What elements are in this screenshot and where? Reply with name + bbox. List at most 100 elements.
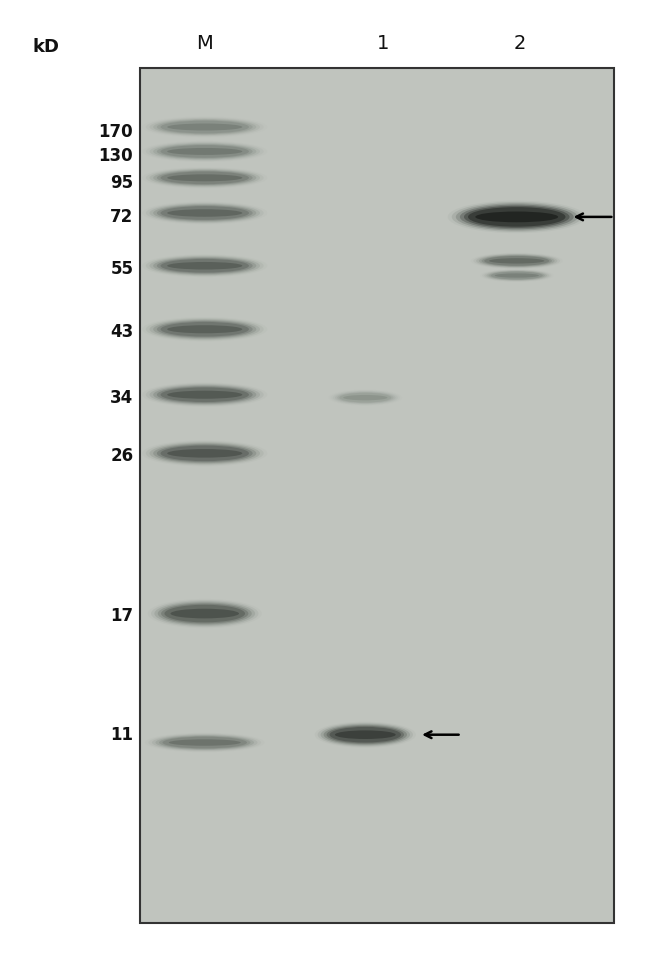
Ellipse shape: [153, 119, 256, 135]
Ellipse shape: [161, 120, 249, 133]
Ellipse shape: [150, 169, 260, 187]
Text: 26: 26: [110, 447, 133, 465]
Ellipse shape: [337, 392, 393, 404]
Ellipse shape: [161, 206, 249, 220]
Ellipse shape: [150, 384, 260, 404]
Ellipse shape: [158, 603, 252, 624]
Ellipse shape: [482, 270, 551, 281]
Ellipse shape: [464, 206, 569, 228]
Ellipse shape: [157, 445, 253, 462]
Ellipse shape: [164, 605, 245, 622]
Text: 55: 55: [111, 260, 133, 277]
Ellipse shape: [169, 740, 240, 745]
Text: M: M: [196, 34, 213, 54]
Ellipse shape: [471, 253, 563, 269]
Ellipse shape: [330, 727, 401, 743]
Ellipse shape: [157, 320, 253, 337]
Ellipse shape: [155, 735, 254, 750]
Ellipse shape: [150, 256, 260, 276]
Ellipse shape: [146, 255, 264, 276]
Ellipse shape: [333, 391, 398, 404]
Ellipse shape: [491, 272, 543, 279]
Ellipse shape: [318, 723, 413, 746]
Ellipse shape: [486, 271, 547, 280]
Ellipse shape: [448, 200, 586, 234]
Ellipse shape: [150, 143, 260, 160]
Ellipse shape: [145, 733, 265, 752]
Ellipse shape: [153, 204, 256, 222]
Text: 11: 11: [111, 726, 133, 743]
Ellipse shape: [159, 736, 250, 749]
Ellipse shape: [142, 141, 267, 162]
Ellipse shape: [468, 207, 566, 227]
Ellipse shape: [315, 722, 416, 747]
Ellipse shape: [150, 319, 260, 340]
Ellipse shape: [150, 118, 260, 136]
Ellipse shape: [167, 209, 242, 217]
Ellipse shape: [161, 387, 249, 403]
Ellipse shape: [167, 174, 242, 182]
Text: 17: 17: [110, 607, 133, 624]
Ellipse shape: [157, 171, 253, 185]
Ellipse shape: [343, 395, 387, 401]
Bar: [140, 68, 614, 923]
Text: kD: kD: [32, 38, 59, 56]
Text: 1: 1: [377, 34, 390, 54]
Ellipse shape: [475, 211, 558, 223]
Ellipse shape: [153, 144, 256, 159]
Ellipse shape: [170, 609, 239, 618]
Ellipse shape: [326, 726, 404, 743]
Ellipse shape: [339, 393, 391, 403]
Ellipse shape: [150, 443, 260, 464]
Ellipse shape: [150, 203, 260, 223]
Text: 130: 130: [99, 148, 133, 165]
Ellipse shape: [335, 392, 396, 404]
Ellipse shape: [157, 258, 253, 274]
Ellipse shape: [152, 735, 257, 750]
Ellipse shape: [153, 444, 256, 463]
Ellipse shape: [452, 202, 582, 232]
Ellipse shape: [157, 205, 253, 221]
Ellipse shape: [484, 270, 549, 281]
Ellipse shape: [153, 257, 256, 275]
Ellipse shape: [167, 325, 242, 333]
Ellipse shape: [146, 142, 264, 161]
Ellipse shape: [460, 204, 573, 230]
Ellipse shape: [161, 446, 249, 461]
Ellipse shape: [146, 319, 264, 341]
Ellipse shape: [484, 256, 549, 266]
Ellipse shape: [142, 382, 267, 406]
Ellipse shape: [146, 442, 264, 465]
Ellipse shape: [489, 258, 545, 264]
Ellipse shape: [146, 117, 264, 137]
Text: 170: 170: [99, 123, 133, 141]
Text: 2: 2: [514, 34, 526, 54]
Ellipse shape: [167, 123, 242, 131]
Ellipse shape: [142, 317, 267, 342]
Ellipse shape: [155, 601, 255, 626]
Ellipse shape: [489, 271, 545, 280]
Ellipse shape: [335, 731, 396, 739]
Text: 34: 34: [110, 389, 133, 406]
Ellipse shape: [161, 322, 249, 336]
Ellipse shape: [167, 449, 242, 457]
Ellipse shape: [146, 383, 264, 406]
Ellipse shape: [331, 390, 400, 405]
Ellipse shape: [473, 253, 560, 269]
Ellipse shape: [142, 201, 267, 225]
Ellipse shape: [476, 254, 558, 268]
Ellipse shape: [153, 385, 256, 404]
Ellipse shape: [495, 274, 539, 277]
Ellipse shape: [146, 202, 264, 224]
Ellipse shape: [157, 120, 253, 134]
Ellipse shape: [148, 734, 261, 751]
Ellipse shape: [456, 203, 578, 231]
Ellipse shape: [146, 168, 264, 188]
Ellipse shape: [161, 172, 249, 185]
Ellipse shape: [167, 262, 242, 270]
Ellipse shape: [148, 599, 262, 628]
Ellipse shape: [167, 148, 242, 155]
Ellipse shape: [142, 254, 267, 277]
Ellipse shape: [324, 725, 407, 744]
Ellipse shape: [161, 259, 249, 273]
